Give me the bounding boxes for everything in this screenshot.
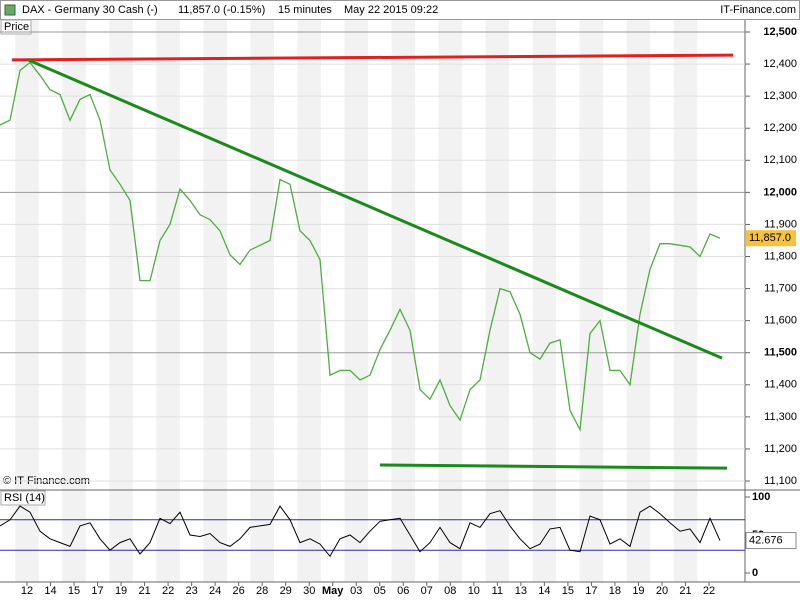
last-rsi-box (745, 532, 797, 550)
x-tick-label: 20 (656, 585, 668, 597)
x-tick-label: 24 (209, 585, 221, 597)
quote: 11,857.0 (-0.15%) (178, 4, 265, 16)
x-tick-label: 26 (233, 585, 245, 597)
x-tick-label: 22 (162, 585, 174, 597)
stripe (673, 20, 698, 582)
last-price-label: 11,857.0 (749, 232, 791, 244)
x-tick-label: 10 (468, 585, 480, 597)
day-stripes (15, 20, 698, 582)
stripe (344, 20, 368, 582)
stripe (626, 20, 651, 582)
last-rsi-label: 42.676 (749, 534, 783, 546)
x-tick-label: 13 (515, 585, 527, 597)
x-tick-label: 15 (562, 585, 574, 597)
trendline (27, 58, 723, 360)
x-tick-label: 06 (397, 585, 409, 597)
pane-label: Price (4, 21, 29, 33)
price-line (0, 61, 721, 432)
y-tick-label: 11,200 (764, 443, 797, 455)
stripe (297, 20, 321, 582)
x-tick-label: 30 (303, 585, 315, 597)
last-price-box (746, 230, 796, 247)
pane-label: RSI (14) (4, 492, 45, 504)
x-tick-label: 23 (185, 585, 197, 597)
x-tick-label: 21 (679, 585, 691, 597)
x-tick-label: 17 (585, 585, 597, 597)
y-tick-label: 11,500 (764, 347, 797, 359)
y-tick-label: 12,500 (763, 26, 797, 38)
datetime: May 22 2015 09:22 (344, 4, 438, 16)
y-tick-label: 0 (752, 567, 758, 579)
y-tick-label: 11,900 (764, 218, 797, 230)
trendline (11, 53, 734, 62)
x-tick-label: 22 (703, 585, 715, 597)
x-tick-label: 18 (609, 585, 621, 597)
stripe (62, 20, 86, 582)
x-tick-label: 15 (68, 585, 80, 597)
trendline (379, 463, 728, 470)
brand: IT-Finance.com (720, 4, 796, 16)
x-tick-label: 03 (350, 585, 362, 597)
stripe (250, 20, 274, 582)
x-tick-label: 08 (444, 585, 456, 597)
stripe (156, 20, 180, 582)
x-tick-label: 19 (115, 585, 127, 597)
y-tick-label: 11,300 (764, 411, 797, 423)
x-tick-label: 21 (138, 585, 150, 597)
instrument: DAX - Germany 30 Cash (-) (22, 4, 158, 16)
x-tick-label: 17 (91, 585, 103, 597)
y-tick-label: 11,600 (764, 315, 797, 327)
x-tick-label: 28 (256, 585, 268, 597)
x-tick-label: 12 (21, 585, 33, 597)
stripe (391, 20, 416, 582)
pane-label-box (0, 19, 32, 35)
y-tick-label: 11,800 (764, 250, 797, 262)
y-tick-label: 100 (752, 491, 770, 503)
x-tick-label: 07 (421, 585, 433, 597)
y-tick-label: 11,700 (764, 282, 797, 294)
x-tick-label: 14 (44, 585, 56, 597)
x-tick-label: 11 (492, 585, 503, 597)
x-tick-label: 05 (374, 585, 386, 597)
y-tick-label: 12,100 (763, 154, 797, 166)
stripe (438, 20, 463, 582)
y-tick-label: 11,100 (764, 475, 797, 487)
stripe (203, 20, 227, 582)
interval: 15 minutes (278, 4, 332, 16)
rsi-line (0, 505, 721, 558)
y-tick-label: 11,400 (764, 379, 797, 391)
stripe (532, 20, 557, 582)
y-tick-label: 12,300 (763, 90, 797, 102)
icon (4, 4, 16, 16)
y-tick-label: 12,200 (763, 122, 797, 134)
x-tick-label: 19 (632, 585, 644, 597)
x-tick-label: 29 (280, 585, 292, 597)
y-tick-label: 12,400 (763, 58, 797, 70)
x-tick-label: 14 (538, 585, 550, 597)
y-tick-label: 12,000 (763, 186, 797, 198)
x-tick-label: May (322, 585, 344, 597)
pane-label-box (0, 490, 46, 506)
